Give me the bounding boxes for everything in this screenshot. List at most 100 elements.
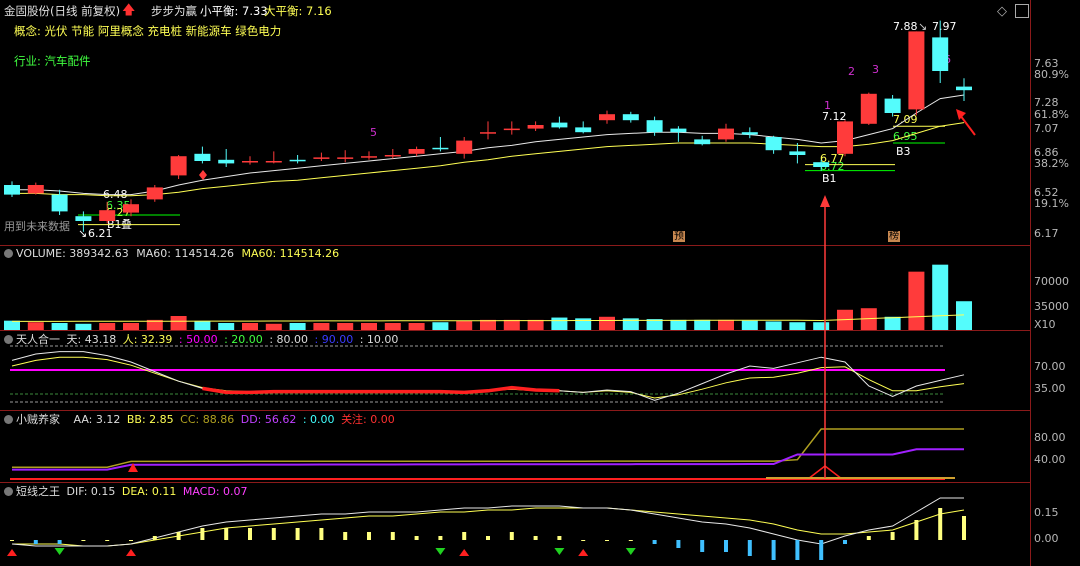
volume-axis-label: X10 — [1034, 318, 1056, 331]
sell-arrow-icon — [554, 548, 565, 555]
price-axis-label: 6.17 — [1034, 227, 1059, 240]
macd-bar — [486, 536, 490, 540]
wave-label-2: 2 — [848, 65, 855, 78]
price-axis-label: 38.2% — [1034, 157, 1069, 170]
macd-bar — [152, 536, 157, 540]
maximize-icon[interactable] — [1015, 4, 1029, 18]
volume-bar — [75, 323, 92, 330]
volume-bar — [860, 308, 877, 330]
price-axis-label: 7.28 — [1034, 96, 1059, 109]
high2-label: 7.97 — [932, 20, 957, 33]
buy-arrow-icon — [7, 549, 17, 556]
dea-line — [12, 507, 965, 547]
volume-bar — [908, 271, 925, 330]
panel-separator — [0, 410, 1030, 411]
panel3-tian: 天: 43.18 — [66, 333, 117, 346]
macd-bar — [390, 532, 395, 540]
candle-body — [194, 153, 211, 161]
collapse-icon[interactable] — [4, 335, 13, 344]
macd-bar — [557, 536, 562, 540]
settings-diamond-icon[interactable]: ◇ — [997, 4, 1007, 19]
volume-bar — [646, 319, 663, 330]
wave-label-5: 5 — [370, 126, 377, 139]
candle-body — [789, 151, 806, 155]
buy-arrow-icon — [459, 549, 470, 556]
small-balance: 小平衡: 7.33 — [200, 4, 268, 18]
collapse-icon[interactable] — [4, 249, 13, 258]
volume-axis-label: 70000 — [1034, 275, 1069, 288]
volume-bar — [718, 319, 734, 330]
b3-label: B3 — [896, 145, 911, 158]
macd-bar — [724, 540, 728, 552]
panel5-axis-label: 0.00 — [1034, 532, 1059, 545]
candle-body — [456, 140, 473, 154]
candle-body — [337, 157, 354, 159]
macd-bar — [533, 536, 538, 540]
macd-bar — [367, 532, 371, 540]
candle-body — [242, 161, 258, 163]
price-axis-label: 7.07 — [1034, 122, 1059, 135]
candle-body — [646, 120, 663, 133]
volume-bar — [289, 323, 306, 330]
volume-bar — [813, 322, 830, 330]
macd-bar — [81, 540, 86, 541]
volume-bar — [932, 264, 949, 330]
macd-bar — [343, 532, 348, 540]
panel4-zero: : 0.00 — [302, 413, 335, 426]
macd-bar — [33, 540, 38, 544]
candle-body — [860, 93, 877, 124]
macd-bar — [271, 528, 276, 540]
volume-bar — [622, 318, 639, 330]
candle-body — [884, 98, 901, 113]
candle-body — [75, 216, 92, 221]
macd-bar — [890, 532, 895, 540]
panel3-v2: : 20.00 — [224, 333, 263, 346]
panel-separator — [0, 245, 1030, 246]
cc-line — [12, 428, 964, 468]
candle-body — [27, 185, 44, 194]
macd-bar — [795, 540, 800, 560]
concept-label: 概念: 光伏 节能 阿里概念 充电桩 新能源车 绿色电力 — [14, 24, 282, 38]
volume-bar — [575, 318, 592, 330]
panel5-dea: DEA: 0.11 — [121, 485, 177, 498]
candle-body — [146, 187, 163, 200]
macd-bar — [10, 540, 14, 541]
buy-arrow-icon — [126, 549, 136, 556]
volume-bar — [51, 323, 68, 330]
macd-bar — [581, 540, 586, 541]
indicator-name: 步步为赢 — [151, 4, 197, 18]
panel-separator — [0, 330, 1030, 331]
candle-body — [218, 159, 235, 164]
panel4-gz: 关注: 0.00 — [341, 413, 395, 426]
volume-bar — [408, 323, 425, 330]
low-arrow-icon: ↘ — [78, 227, 88, 240]
low-label: 6.21 — [88, 227, 113, 240]
macd-bar — [700, 540, 705, 552]
collapse-icon[interactable] — [4, 415, 13, 424]
panel4-cc: CC: 88.86 — [180, 413, 235, 426]
panel5-axis-label: 0.15 — [1034, 506, 1059, 519]
volume-bar — [27, 322, 44, 330]
volume-bar — [313, 323, 330, 330]
volume-title: VOLUME: 389342.63 — [16, 247, 129, 260]
panel5-header: 短线之王 DIF: 0.15 DEA: 0.11 MACD: 0.07 — [4, 485, 248, 498]
macd-bar — [129, 540, 133, 541]
candle-body — [622, 114, 639, 121]
candle-body — [51, 194, 68, 212]
volume-bar — [765, 321, 782, 330]
buy-arrow-icon — [128, 463, 138, 472]
candle-body — [765, 137, 782, 151]
candle-body — [480, 132, 496, 134]
macd-bar — [414, 536, 419, 540]
volume-bar — [527, 319, 544, 330]
volume-ma-line — [12, 314, 965, 322]
macd-bar — [605, 540, 609, 541]
candle-body — [956, 86, 972, 91]
chart-canvas — [4, 20, 976, 560]
volume-bar — [337, 323, 354, 330]
collapse-icon[interactable] — [4, 487, 13, 496]
volume-bar — [242, 323, 258, 330]
axis-divider — [1030, 0, 1031, 566]
panel3-v4: : 90.00 — [314, 333, 354, 346]
y2-label: 6.77 — [820, 152, 845, 165]
